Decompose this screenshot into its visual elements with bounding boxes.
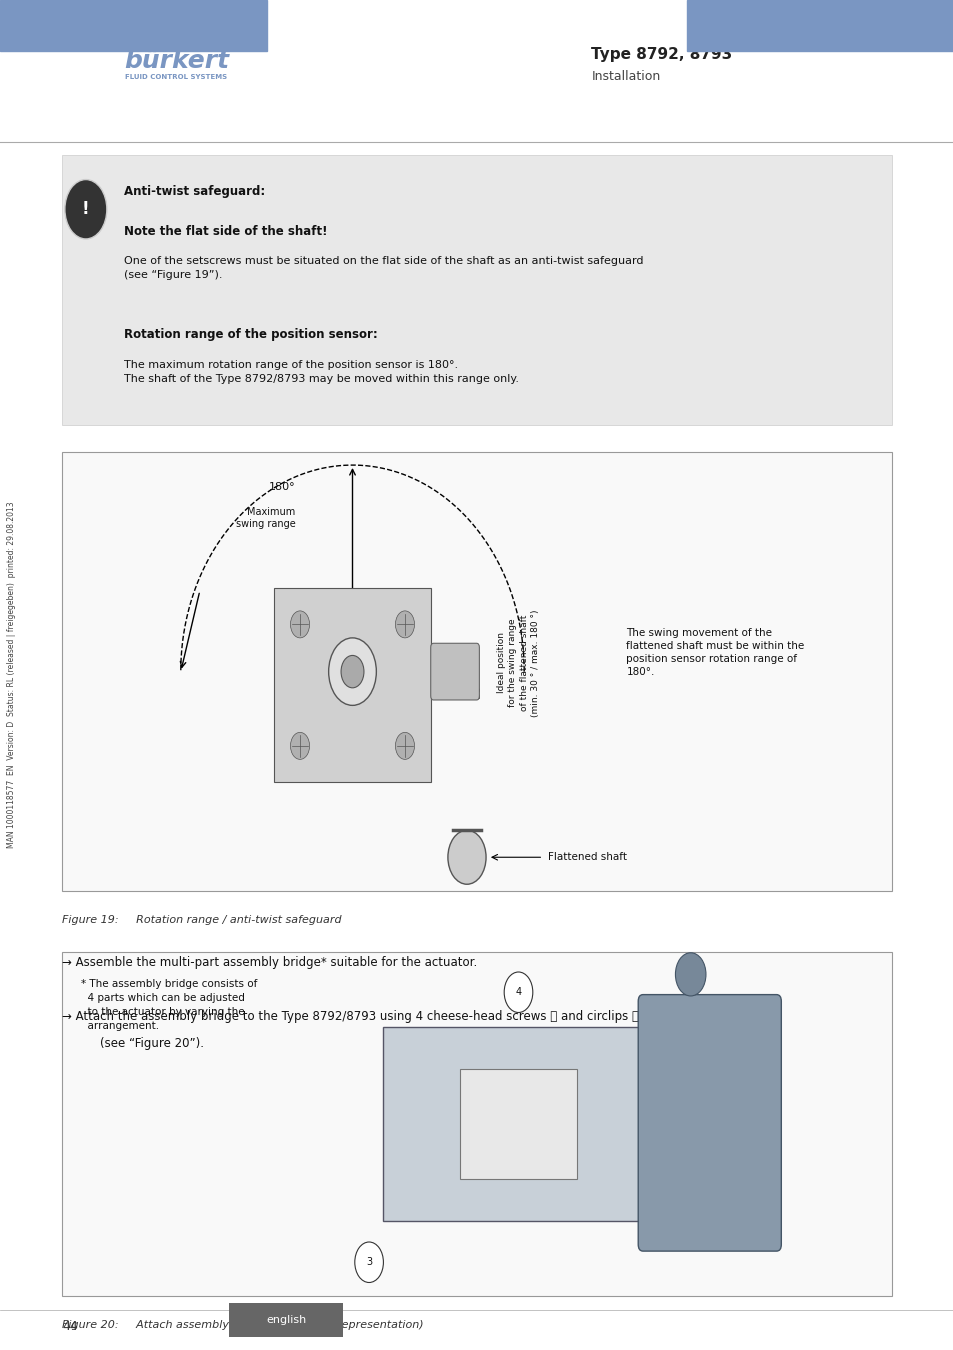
Text: Rotation range of the position sensor:: Rotation range of the position sensor: (124, 328, 377, 342)
Text: Ideal position
for the swing range
of the flattened shaft
(min. 30 ° / max. 180 : Ideal position for the swing range of th… (497, 609, 539, 717)
FancyBboxPatch shape (383, 1026, 654, 1220)
Text: 4: 4 (515, 987, 521, 998)
Bar (0, 0, 267, 51)
Circle shape (290, 610, 309, 639)
FancyBboxPatch shape (460, 1069, 576, 1180)
Circle shape (355, 1242, 383, 1282)
Text: MAN 1000118577  EN  Version: D  Status: RL (released | freigegeben)  printed: 29: MAN 1000118577 EN Version: D Status: RL … (7, 502, 16, 848)
Text: → Assemble the multi-part assembly bridge* suitable for the actuator.: → Assemble the multi-part assembly bridg… (62, 956, 476, 969)
FancyBboxPatch shape (229, 1303, 343, 1336)
FancyBboxPatch shape (638, 995, 781, 1251)
Text: Type 8792, 8793: Type 8792, 8793 (591, 46, 732, 62)
Circle shape (504, 972, 532, 1012)
Circle shape (395, 610, 414, 639)
Circle shape (328, 637, 375, 705)
Text: One of the setscrews must be situated on the flat side of the shaft as an anti-t: One of the setscrews must be situated on… (124, 256, 643, 281)
Circle shape (341, 655, 364, 687)
Text: 3: 3 (366, 1257, 372, 1268)
Text: bürkert: bürkert (124, 49, 229, 73)
Text: Installation: Installation (591, 70, 660, 84)
Text: 44: 44 (62, 1320, 78, 1334)
Text: FLUID CONTROL SYSTEMS: FLUID CONTROL SYSTEMS (125, 74, 228, 80)
Text: english: english (266, 1315, 306, 1324)
Circle shape (395, 732, 414, 759)
FancyBboxPatch shape (62, 155, 891, 425)
Circle shape (290, 732, 309, 759)
Text: (see “Figure 20”).: (see “Figure 20”). (100, 1037, 204, 1050)
Text: Note the flat side of the shaft!: Note the flat side of the shaft! (124, 225, 327, 239)
Text: The maximum rotation range of the position sensor is 180°.
The shaft of the Type: The maximum rotation range of the positi… (124, 360, 518, 385)
Text: Figure 19:     Rotation range / anti-twist safeguard: Figure 19: Rotation range / anti-twist s… (62, 915, 341, 925)
FancyBboxPatch shape (62, 952, 891, 1296)
Text: Flattened shaft: Flattened shaft (547, 852, 626, 863)
Text: 90°: 90° (472, 679, 481, 699)
Text: !: ! (82, 200, 90, 219)
Circle shape (675, 953, 705, 996)
Text: Maximum
swing range: Maximum swing range (235, 506, 295, 529)
Text: The swing movement of the
flattened shaft must be within the
position sensor rot: The swing movement of the flattened shaf… (626, 628, 803, 678)
Text: 180°: 180° (269, 482, 295, 493)
FancyBboxPatch shape (274, 589, 430, 782)
Circle shape (65, 180, 107, 239)
Text: → Attach the assembly bridge to the Type 8792/8793 using 4 cheese-head screws Ⓝ : → Attach the assembly bridge to the Type… (62, 1010, 639, 1023)
Circle shape (448, 830, 485, 884)
Bar (686, 0, 953, 51)
FancyBboxPatch shape (430, 643, 479, 699)
Text: * The assembly bridge consists of
  4 parts which can be adjusted
  to the actua: * The assembly bridge consists of 4 part… (81, 979, 257, 1031)
FancyBboxPatch shape (62, 452, 891, 891)
Text: Figure 20:     Attach assembly bridge (schematic representation): Figure 20: Attach assembly bridge (schem… (62, 1320, 423, 1330)
Text: Anti-twist safeguard:: Anti-twist safeguard: (124, 185, 265, 198)
